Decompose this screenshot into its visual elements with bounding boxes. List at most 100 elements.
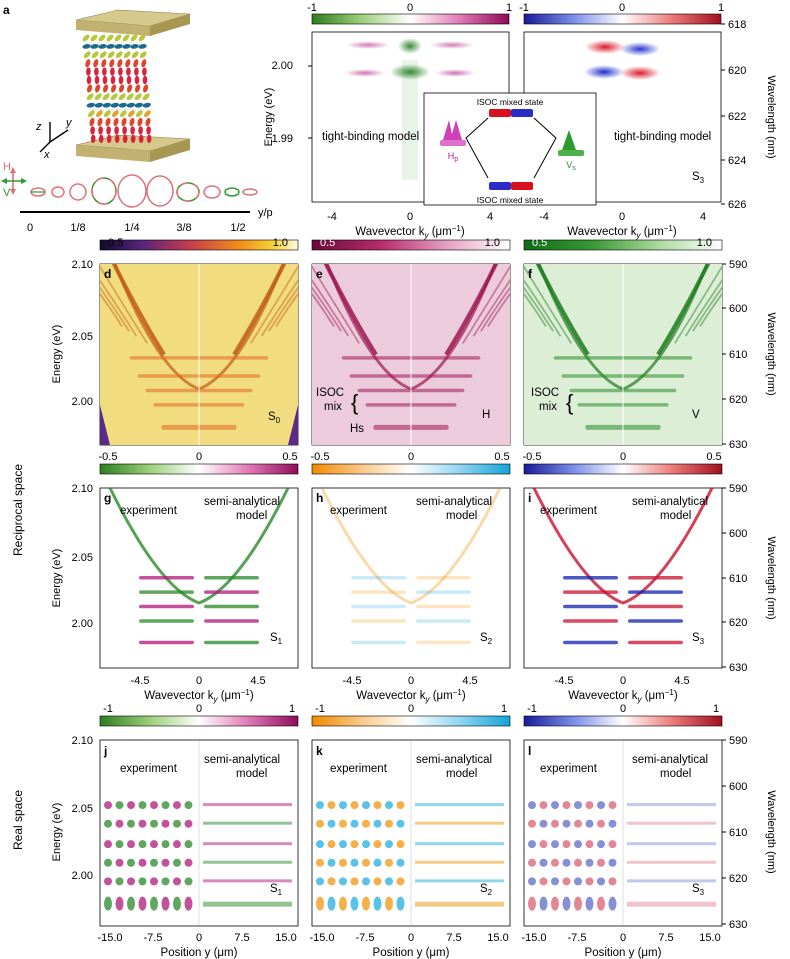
lc-molecule	[93, 59, 99, 68]
cb-c-min: -1	[519, 2, 529, 14]
dispersion-branch	[674, 265, 722, 344]
exp-spot	[316, 896, 324, 911]
stokes-k: S2	[480, 883, 493, 897]
exp-spot	[585, 896, 594, 911]
exp-spot	[585, 840, 594, 849]
xtick-j-2: 0	[196, 932, 202, 944]
model-stripe	[203, 803, 292, 807]
dispersion-branch	[312, 265, 360, 344]
ytick-b-0: 2.00	[272, 60, 293, 72]
cb-e-min: 0.5	[320, 237, 335, 249]
lc-molecule	[136, 110, 143, 117]
dispersion-branch	[524, 286, 554, 332]
plot-k-heatmap	[316, 740, 504, 926]
lc-molecule	[146, 126, 151, 135]
model2-i: model	[660, 510, 691, 522]
model-stripe	[415, 860, 504, 864]
plot-e-heatmap	[312, 264, 510, 445]
exp-spot	[396, 840, 405, 849]
cb-b-min: -1	[307, 2, 317, 14]
lc-molecule	[103, 84, 109, 93]
exp-spot	[150, 877, 158, 886]
lc-molecule	[105, 117, 111, 127]
xtick-i-2: 4.5	[674, 675, 689, 687]
exp-spot	[562, 858, 571, 867]
lc-molecule	[134, 102, 143, 108]
exp-spot	[127, 858, 135, 867]
model-stripe	[203, 842, 292, 846]
ylabel-b: Energy (eV)	[263, 88, 275, 147]
exp-k: experiment	[330, 763, 388, 775]
xlabel-b: Wavevector ky (μm−1)	[355, 224, 465, 240]
cb-f-max: 1.0	[697, 237, 712, 249]
lc-molecule	[118, 93, 126, 101]
lc-molecule	[122, 34, 130, 42]
signed-branch	[532, 488, 714, 605]
cb-l-max: 1	[713, 703, 719, 715]
lc-molecule	[141, 59, 147, 68]
lc-molecule	[146, 134, 152, 143]
lc-molecule	[88, 110, 95, 117]
exp-spot	[528, 840, 536, 849]
model2-k: model	[446, 768, 477, 780]
stokes-c: S3	[692, 171, 705, 185]
dispersion-branch	[100, 265, 148, 344]
plot-h-frame	[311, 487, 511, 669]
colorbar-e	[311, 239, 511, 251]
xtick-l-1: -7.5	[568, 932, 587, 944]
stokes-d: S0	[268, 411, 281, 425]
ylabel-g: Energy (eV)	[51, 549, 63, 608]
colorbar-f	[523, 239, 723, 251]
lc-molecule	[130, 134, 136, 143]
exp-spot	[551, 877, 559, 886]
y2label-r1: Wavelength (nm)	[765, 75, 777, 158]
ytick-d-0: 2.10	[72, 259, 93, 271]
colorbar-b	[311, 13, 510, 25]
exp-spot	[150, 840, 158, 849]
colorbar-d	[99, 239, 299, 251]
cb-d-min: 0.5	[108, 237, 123, 249]
exp-spot	[339, 801, 347, 810]
lc-molecule	[96, 110, 103, 117]
xtick-i-0: -4.5	[555, 675, 574, 687]
exp-spot	[138, 819, 147, 828]
exp-spot	[350, 819, 359, 828]
lc-molecule	[139, 51, 147, 59]
exp-spot	[608, 896, 617, 911]
exp-spot	[350, 801, 359, 810]
exp-spot	[115, 877, 124, 886]
signed-band	[563, 590, 618, 594]
signed-band	[139, 640, 194, 645]
axis-y: y	[65, 117, 73, 129]
xtick-h-0: -4.5	[343, 675, 362, 687]
exp-spot	[396, 896, 405, 911]
inset-left: Hp	[448, 151, 459, 163]
exp-spot	[539, 877, 548, 886]
exp-spot	[373, 877, 382, 886]
isoc-inset: ISOC mixed state ISOC mixed state Hp Vs	[423, 92, 597, 206]
exp-spot	[150, 858, 158, 867]
signed-band	[416, 576, 471, 580]
panel-label-k: k	[316, 744, 323, 758]
lc-molecule	[106, 134, 112, 143]
exp-spot	[528, 896, 536, 911]
exp-spot	[362, 858, 370, 867]
xlabel-j: Position y (μm)	[161, 947, 238, 959]
exp-spot	[608, 801, 617, 810]
panel-i: -0.5 0 0.5 i experiment semi-analytical …	[523, 451, 777, 704]
xtick-b-1: 0	[407, 211, 413, 223]
lc-molecule	[82, 34, 90, 42]
xtick-b-0: -4	[327, 211, 337, 223]
model1-l: semi-analytical	[632, 754, 708, 766]
exp-spot	[551, 858, 559, 867]
xlabel-c: Wavevector ky (μm−1)	[567, 224, 677, 240]
mix-f: mix	[539, 401, 557, 413]
exp-spot	[574, 819, 582, 828]
xtick-j-4: 15.0	[275, 932, 296, 944]
exp-spot	[574, 877, 582, 886]
lc-molecule	[125, 59, 131, 68]
exp-spot	[161, 877, 170, 886]
xtick-i-1: 0	[620, 675, 626, 687]
edge-left	[100, 405, 110, 445]
lc-molecule	[82, 44, 91, 49]
